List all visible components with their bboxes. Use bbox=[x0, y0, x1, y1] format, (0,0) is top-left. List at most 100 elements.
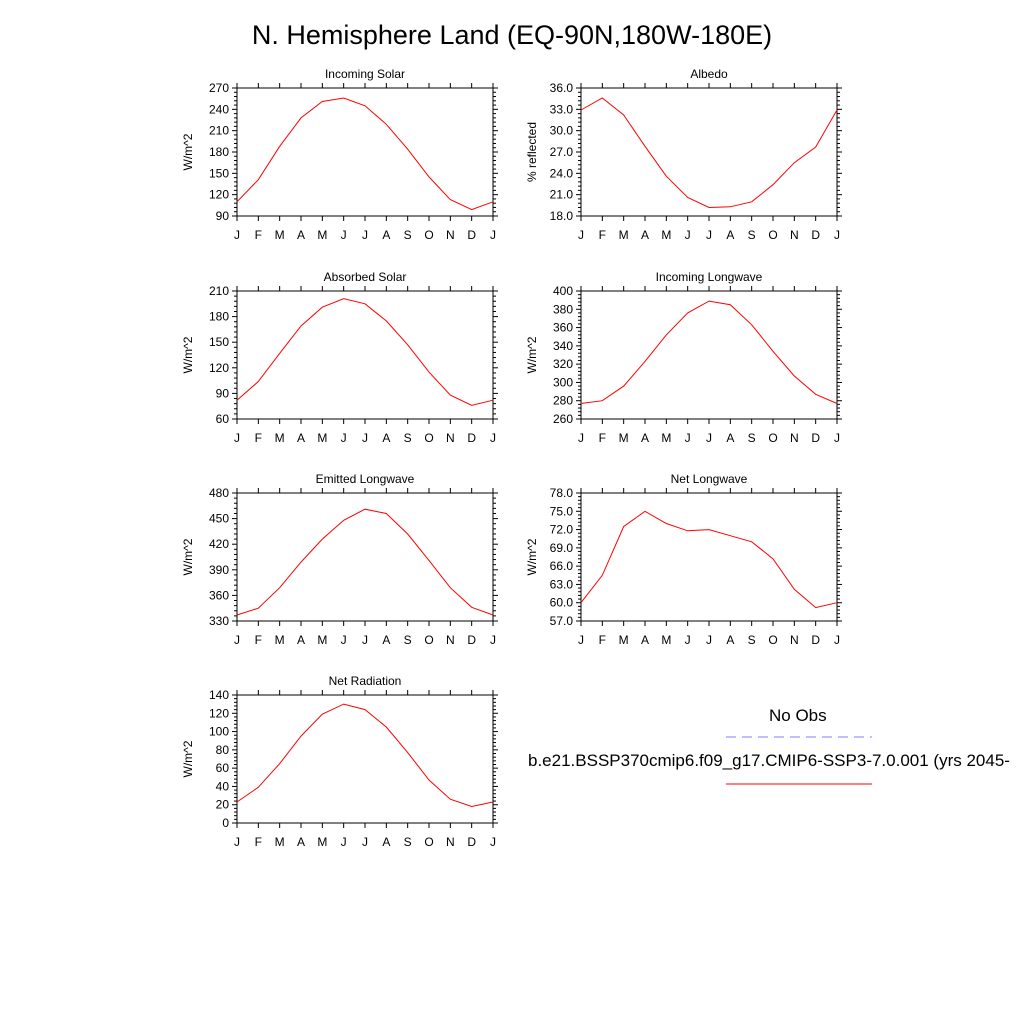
x-tick-label: D bbox=[467, 835, 476, 849]
legend-model-label: b.e21.BSSP370cmip6.f09_g17.CMIP6-SSP3-7.… bbox=[528, 751, 1010, 770]
plot-frame bbox=[236, 492, 494, 622]
x-tick-label: J bbox=[234, 228, 240, 242]
x-tick-label: M bbox=[619, 633, 629, 647]
y-tick-label: 63.0 bbox=[550, 577, 574, 591]
plot-frame bbox=[236, 290, 494, 420]
x-tick-label: A bbox=[641, 633, 649, 647]
y-tick-label: 27.0 bbox=[550, 145, 574, 159]
y-tick-label: 120 bbox=[209, 706, 229, 720]
y-tick-label: 340 bbox=[553, 339, 573, 353]
y-tick-label: 100 bbox=[209, 725, 229, 739]
series-line bbox=[236, 703, 494, 808]
y-tick-label: 180 bbox=[209, 310, 229, 324]
x-tick-label: N bbox=[790, 228, 799, 242]
y-tick-label: 72.0 bbox=[550, 523, 574, 537]
x-tick-label: O bbox=[424, 633, 433, 647]
x-tick-label: J bbox=[490, 431, 496, 445]
y-tick-label: 210 bbox=[209, 284, 229, 298]
chart-title: Incoming Longwave bbox=[656, 270, 763, 284]
y-tick-label: 120 bbox=[209, 361, 229, 375]
x-tick-label: M bbox=[619, 228, 629, 242]
x-tick-label: J bbox=[706, 431, 712, 445]
x-tick-label: N bbox=[446, 633, 455, 647]
x-tick-label: J bbox=[706, 228, 712, 242]
x-tick-label: N bbox=[446, 835, 455, 849]
x-tick-label: O bbox=[768, 228, 777, 242]
y-tick-label: 330 bbox=[209, 614, 229, 628]
x-tick-label: F bbox=[255, 835, 262, 849]
x-tick-label: D bbox=[467, 431, 476, 445]
y-tick-label: 78.0 bbox=[550, 486, 574, 500]
x-tick-label: M bbox=[619, 431, 629, 445]
x-tick-label: J bbox=[685, 431, 691, 445]
chart-title: Incoming Solar bbox=[325, 67, 405, 81]
y-tick-label: 20 bbox=[216, 798, 230, 812]
y-tick-label: 260 bbox=[553, 412, 573, 426]
x-tick-label: D bbox=[811, 431, 820, 445]
x-tick-label: A bbox=[297, 835, 305, 849]
chart-title: Net Radiation bbox=[329, 674, 402, 688]
legend-model-line bbox=[726, 783, 872, 785]
x-tick-label: J bbox=[578, 431, 584, 445]
legend-obs-label: No Obs bbox=[769, 706, 827, 725]
x-tick-label: J bbox=[234, 431, 240, 445]
chart-incoming-longwave: Incoming Longwave 260 280 300 320 340 360 380 40… bbox=[525, 270, 842, 445]
chart-title: Net Longwave bbox=[671, 472, 748, 486]
y-axis-label: W/m^2 bbox=[181, 336, 195, 373]
x-tick-label: F bbox=[599, 431, 606, 445]
series-line bbox=[236, 97, 494, 211]
y-tick-label: 120 bbox=[209, 188, 229, 202]
x-tick-label: S bbox=[748, 228, 756, 242]
plot-frame bbox=[580, 290, 838, 420]
x-tick-label: S bbox=[748, 431, 756, 445]
x-tick-label: J bbox=[234, 633, 240, 647]
x-tick-label: M bbox=[317, 228, 327, 242]
y-tick-label: 30.0 bbox=[550, 124, 574, 138]
x-tick-label: J bbox=[362, 633, 368, 647]
x-tick-label: N bbox=[446, 431, 455, 445]
x-tick-label: A bbox=[641, 431, 649, 445]
x-tick-label: N bbox=[790, 633, 799, 647]
plot-frame bbox=[236, 694, 494, 824]
y-tick-label: 69.0 bbox=[550, 541, 574, 555]
x-tick-label: S bbox=[404, 633, 412, 647]
x-tick-label: O bbox=[424, 228, 433, 242]
x-tick-label: A bbox=[382, 431, 390, 445]
x-tick-label: J bbox=[490, 633, 496, 647]
x-tick-label: M bbox=[275, 431, 285, 445]
x-tick-label: D bbox=[811, 228, 820, 242]
x-tick-label: N bbox=[790, 431, 799, 445]
y-tick-label: 270 bbox=[209, 81, 229, 95]
x-tick-label: F bbox=[255, 633, 262, 647]
y-tick-label: 360 bbox=[209, 588, 229, 602]
x-tick-label: M bbox=[317, 633, 327, 647]
y-tick-label: 40 bbox=[216, 779, 230, 793]
y-tick-label: 21.0 bbox=[550, 188, 574, 202]
x-tick-label: A bbox=[726, 431, 734, 445]
plot-frame bbox=[580, 87, 838, 217]
y-tick-label: 300 bbox=[553, 375, 573, 389]
y-tick-label: 80 bbox=[216, 743, 230, 757]
x-tick-label: M bbox=[275, 633, 285, 647]
x-tick-label: J bbox=[362, 835, 368, 849]
x-tick-label: J bbox=[578, 633, 584, 647]
x-tick-label: A bbox=[726, 228, 734, 242]
x-tick-label: S bbox=[748, 633, 756, 647]
y-tick-label: 180 bbox=[209, 145, 229, 159]
series-line bbox=[580, 97, 838, 209]
y-tick-label: 18.0 bbox=[550, 209, 574, 223]
y-tick-label: 150 bbox=[209, 166, 229, 180]
chart-title: Emitted Longwave bbox=[316, 472, 415, 486]
x-tick-label: J bbox=[341, 228, 347, 242]
x-tick-label: O bbox=[768, 431, 777, 445]
y-tick-label: 480 bbox=[209, 486, 229, 500]
y-tick-label: 57.0 bbox=[550, 614, 574, 628]
x-tick-label: A bbox=[382, 633, 390, 647]
x-tick-label: A bbox=[297, 228, 305, 242]
chart-net-longwave: Net Longwave 57.0 60.0 63.0 66.0 69.0 72.0 75.0… bbox=[525, 472, 842, 647]
x-tick-label: J bbox=[706, 633, 712, 647]
x-tick-label: J bbox=[578, 228, 584, 242]
y-tick-label: 90 bbox=[216, 386, 230, 400]
y-tick-label: 420 bbox=[209, 537, 229, 551]
